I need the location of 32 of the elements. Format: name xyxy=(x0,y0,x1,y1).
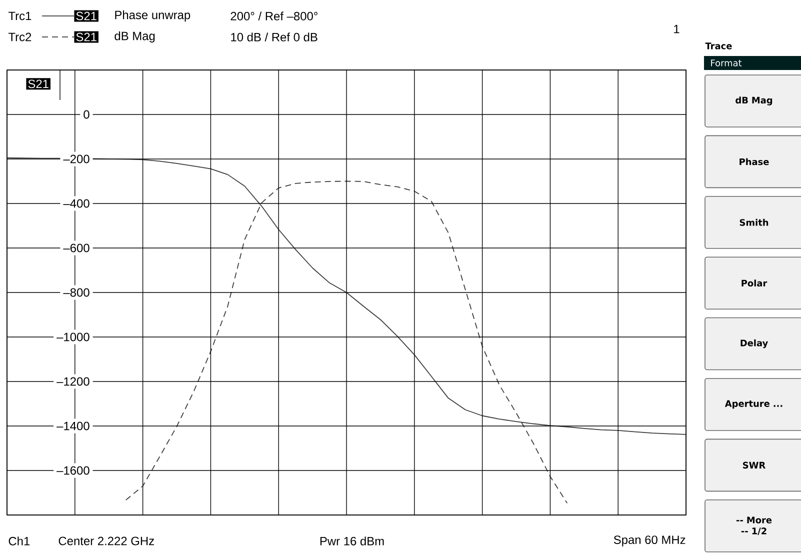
text: S21 xyxy=(76,32,96,42)
y-tick-label: –1000 xyxy=(56,332,90,342)
legend-label: Trc1 xyxy=(8,12,32,20)
text: Format xyxy=(711,60,742,66)
y-tick-label: 0 xyxy=(84,110,90,119)
y-tick-label: –800 xyxy=(63,288,90,297)
text: dB Mag xyxy=(736,96,772,106)
text: -- More -- 1/2 xyxy=(736,516,772,536)
text: Polar xyxy=(742,280,768,287)
text: Center 2.222 GHz xyxy=(58,536,154,546)
text: Phase xyxy=(740,158,769,166)
text: Ch1 xyxy=(8,536,30,546)
text: Aperture ... xyxy=(724,400,782,409)
text: SWR xyxy=(743,462,766,469)
legend-label: Trc2 xyxy=(8,32,32,42)
text: Span 60 MHz xyxy=(614,536,686,546)
text: 200° / Ref –800° xyxy=(230,12,318,20)
y-tick-label: –1200 xyxy=(56,377,90,386)
text: Delay xyxy=(740,339,768,348)
text: 10 dB / Ref 0 dB xyxy=(231,32,318,42)
text: Trace xyxy=(705,42,732,50)
y-tick-label: –1400 xyxy=(56,422,90,430)
text: S21 xyxy=(76,12,96,20)
annotation: S21 xyxy=(28,80,48,88)
text: Smith xyxy=(740,218,768,226)
text: dB Mag xyxy=(114,31,155,43)
y-tick-label: –400 xyxy=(63,199,90,208)
text: Pwr 16 dBm xyxy=(320,536,384,546)
y-tick-label: –1600 xyxy=(56,466,90,475)
y-tick-label: –600 xyxy=(63,244,90,252)
text: 1 xyxy=(674,24,680,34)
text: Phase unwrap xyxy=(115,10,190,22)
